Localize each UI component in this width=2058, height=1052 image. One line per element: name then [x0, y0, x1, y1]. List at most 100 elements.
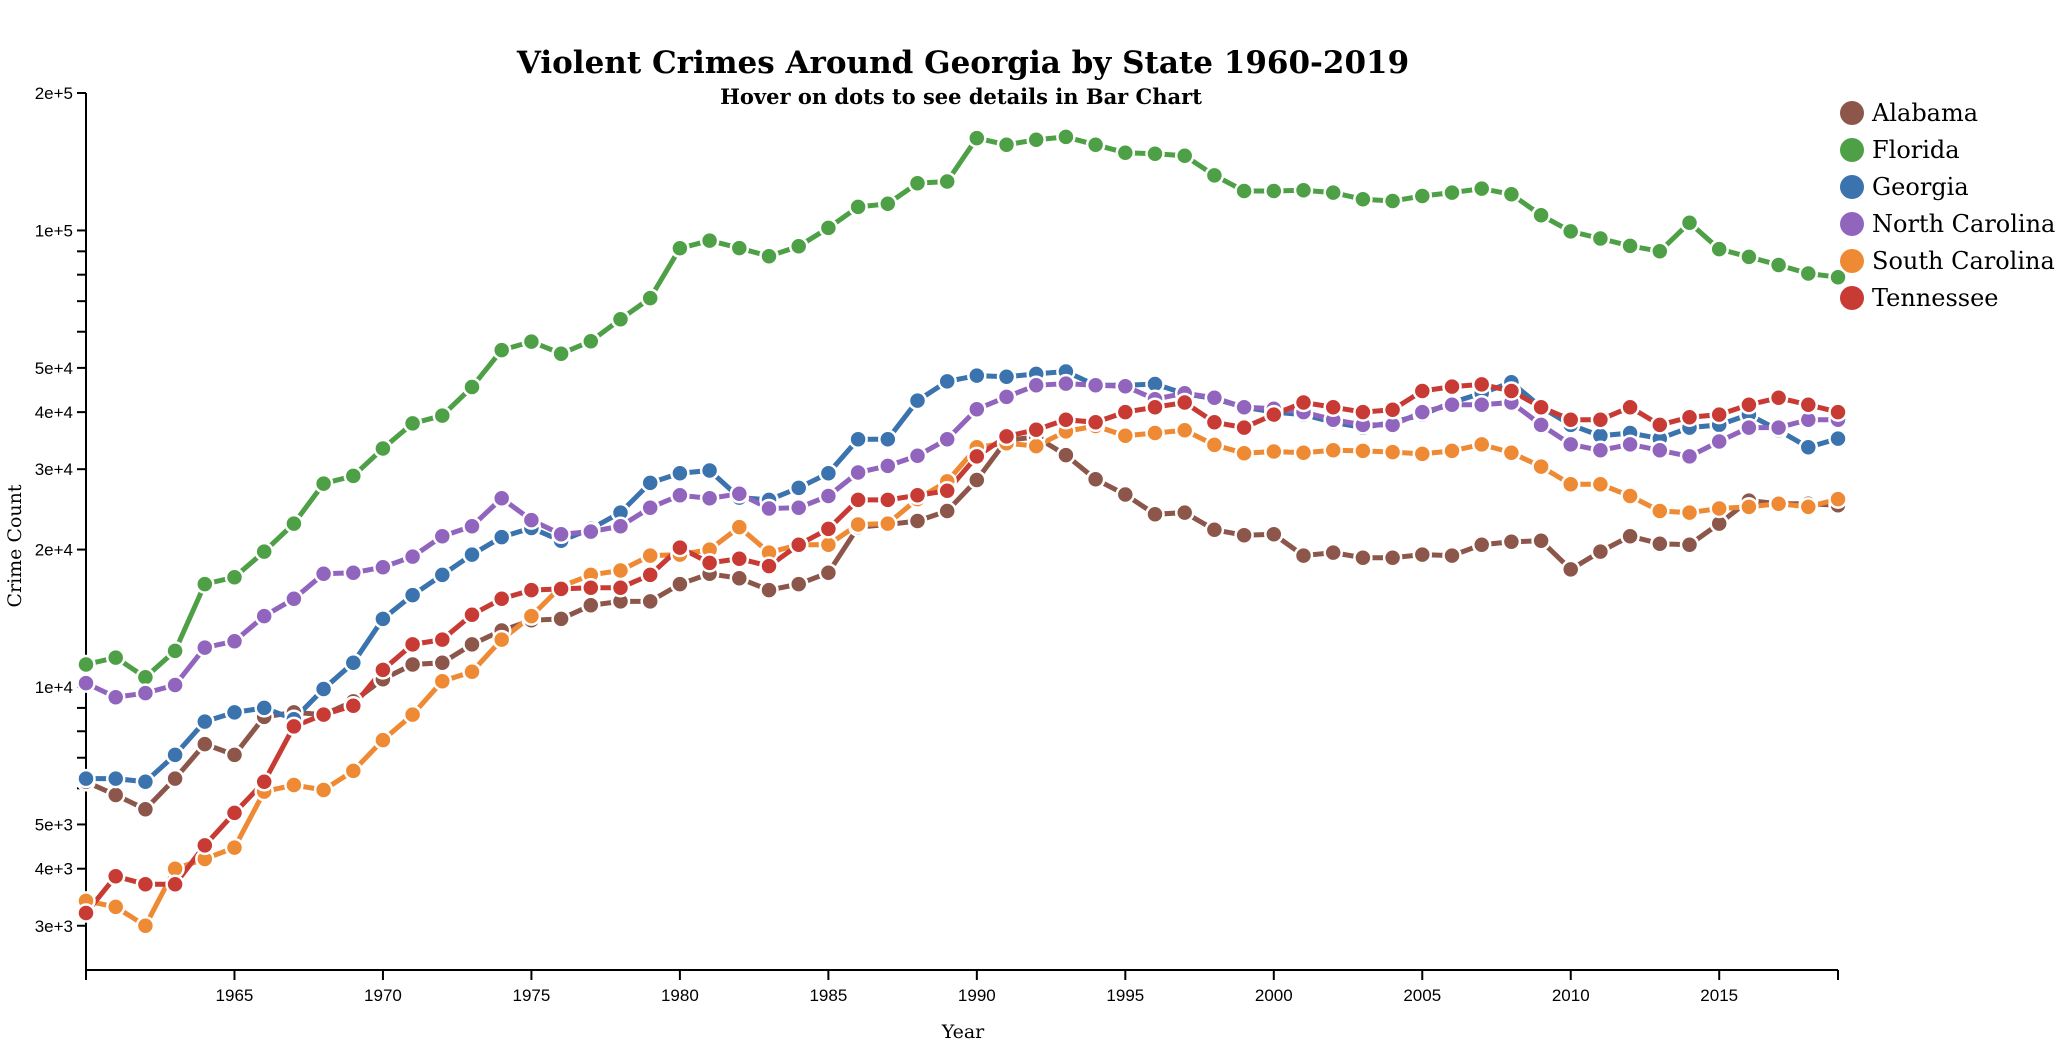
data-point-tennessee[interactable]	[1620, 397, 1640, 417]
data-point-north-carolina[interactable]	[373, 557, 393, 577]
data-point-florida[interactable]	[76, 654, 96, 675]
data-point-north-carolina[interactable]	[1412, 402, 1433, 422]
data-point-tennessee[interactable]	[1471, 374, 1492, 395]
data-point-north-carolina[interactable]	[1560, 434, 1581, 455]
data-point-tennessee[interactable]	[699, 553, 720, 573]
data-point-tennessee[interactable]	[1501, 381, 1522, 401]
data-point-florida[interactable]	[848, 197, 868, 217]
data-point-tennessee[interactable]	[937, 481, 957, 501]
data-point-florida[interactable]	[1739, 247, 1759, 267]
data-point-tennessee[interactable]	[670, 537, 690, 558]
data-point-florida[interactable]	[1382, 191, 1403, 211]
data-point-tennessee[interactable]	[1145, 397, 1165, 417]
data-point-tennessee[interactable]	[1174, 392, 1195, 413]
data-point-florida[interactable]	[1798, 263, 1819, 284]
data-point-florida[interactable]	[610, 309, 631, 329]
data-point-north-carolina[interactable]	[1650, 440, 1670, 461]
data-point-georgia[interactable]	[402, 585, 423, 605]
data-point-alabama[interactable]	[165, 768, 185, 789]
data-point-north-carolina[interactable]	[1679, 446, 1700, 467]
data-point-georgia[interactable]	[699, 460, 720, 481]
data-point-tennessee[interactable]	[521, 580, 542, 600]
data-point-georgia[interactable]	[432, 565, 453, 585]
data-point-north-carolina[interactable]	[937, 429, 957, 449]
data-point-south-carolina[interactable]	[1620, 486, 1640, 506]
data-point-south-carolina[interactable]	[1471, 434, 1492, 455]
data-point-north-carolina[interactable]	[818, 486, 839, 506]
data-point-florida[interactable]	[1115, 142, 1136, 163]
data-point-north-carolina[interactable]	[1115, 376, 1136, 396]
data-point-tennessee[interactable]	[848, 490, 868, 510]
data-point-florida[interactable]	[788, 236, 809, 257]
data-point-alabama[interactable]	[1501, 532, 1522, 552]
data-point-tennessee[interactable]	[551, 579, 571, 599]
data-point-alabama[interactable]	[1115, 484, 1136, 505]
data-point-south-carolina[interactable]	[1501, 442, 1522, 463]
data-point-florida[interactable]	[937, 171, 957, 192]
data-point-north-carolina[interactable]	[907, 446, 928, 466]
data-point-tennessee[interactable]	[313, 704, 334, 725]
data-point-tennessee[interactable]	[1560, 409, 1581, 430]
data-point-georgia[interactable]	[907, 390, 928, 411]
data-point-south-carolina[interactable]	[1353, 441, 1373, 461]
data-point-tennessee[interactable]	[105, 866, 126, 887]
data-point-florida[interactable]	[105, 647, 126, 668]
data-point-alabama[interactable]	[759, 580, 779, 600]
data-point-georgia[interactable]	[878, 429, 898, 449]
data-point-alabama[interactable]	[1412, 544, 1433, 565]
data-point-north-carolina[interactable]	[788, 497, 809, 518]
data-point-tennessee[interactable]	[402, 634, 423, 655]
data-point-florida[interactable]	[670, 238, 690, 259]
data-point-alabama[interactable]	[1174, 502, 1195, 523]
data-point-north-carolina[interactable]	[165, 675, 185, 695]
data-point-georgia[interactable]	[996, 367, 1017, 387]
data-point-georgia[interactable]	[1798, 437, 1819, 458]
data-point-south-carolina[interactable]	[521, 606, 542, 626]
data-point-florida[interactable]	[1620, 236, 1640, 256]
data-point-north-carolina[interactable]	[1234, 397, 1254, 417]
data-point-tennessee[interactable]	[967, 446, 987, 467]
data-point-georgia[interactable]	[937, 371, 957, 392]
data-point-alabama[interactable]	[1085, 469, 1106, 490]
data-point-florida[interactable]	[284, 513, 304, 534]
data-point-alabama[interactable]	[967, 470, 987, 490]
data-point-georgia[interactable]	[1828, 428, 1848, 449]
data-point-georgia[interactable]	[818, 463, 839, 483]
data-point-alabama[interactable]	[1442, 545, 1462, 566]
data-point-north-carolina[interactable]	[284, 589, 304, 609]
data-point-florida[interactable]	[1234, 181, 1254, 201]
data-point-tennessee[interactable]	[1739, 395, 1759, 415]
data-point-tennessee[interactable]	[76, 903, 96, 923]
data-point-south-carolina[interactable]	[1293, 442, 1314, 463]
data-point-florida[interactable]	[491, 340, 512, 360]
data-point-south-carolina[interactable]	[105, 897, 126, 917]
data-point-south-carolina[interactable]	[313, 780, 334, 800]
data-point-florida[interactable]	[1293, 180, 1314, 200]
data-point-north-carolina[interactable]	[848, 462, 868, 483]
data-point-georgia[interactable]	[165, 745, 185, 765]
data-point-south-carolina[interactable]	[135, 916, 156, 936]
data-point-north-carolina[interactable]	[1531, 415, 1551, 435]
data-point-tennessee[interactable]	[996, 426, 1017, 447]
data-point-georgia[interactable]	[195, 711, 215, 732]
data-point-tennessee[interactable]	[729, 548, 750, 569]
data-point-tennessee[interactable]	[1204, 412, 1225, 433]
data-point-alabama[interactable]	[1679, 534, 1700, 555]
data-point-tennessee[interactable]	[432, 629, 453, 650]
data-point-florida[interactable]	[432, 405, 453, 426]
data-point-florida[interactable]	[373, 438, 393, 459]
data-point-tennessee[interactable]	[878, 490, 898, 510]
data-point-south-carolina[interactable]	[878, 513, 898, 534]
data-point-north-carolina[interactable]	[1739, 417, 1759, 438]
data-point-south-carolina[interactable]	[640, 545, 660, 566]
data-point-tennessee[interactable]	[581, 577, 601, 598]
data-point-alabama[interactable]	[1056, 445, 1076, 465]
data-point-south-carolina[interactable]	[1679, 502, 1700, 523]
data-point-south-carolina[interactable]	[1174, 420, 1195, 441]
data-point-florida[interactable]	[1650, 241, 1670, 262]
data-point-alabama[interactable]	[224, 745, 245, 765]
data-point-south-carolina[interactable]	[818, 534, 839, 555]
data-point-alabama[interactable]	[195, 734, 215, 754]
data-point-south-carolina[interactable]	[1590, 474, 1611, 495]
data-point-alabama[interactable]	[1145, 504, 1165, 525]
